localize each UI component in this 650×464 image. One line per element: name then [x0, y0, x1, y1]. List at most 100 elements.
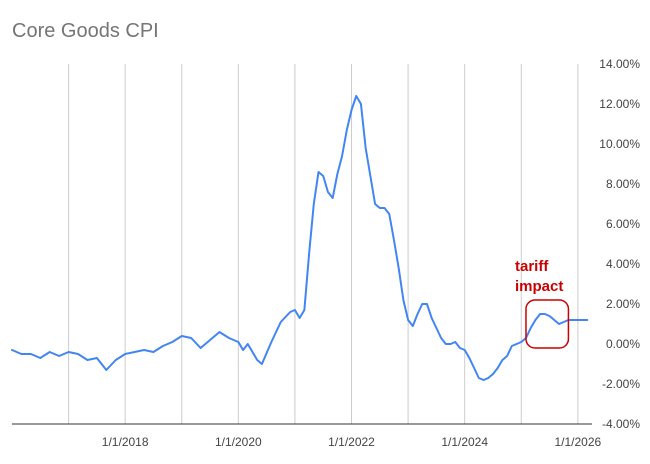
- data-point: [558, 323, 560, 325]
- data-point: [58, 355, 60, 357]
- vertical-gridlines: [68, 64, 579, 424]
- data-point: [355, 95, 357, 97]
- chart-title: Core Goods CPI: [12, 20, 159, 42]
- data-point: [171, 341, 173, 343]
- data-point: [384, 207, 386, 209]
- data-point: [308, 253, 310, 255]
- y-tick-label: 4.00%: [606, 257, 640, 271]
- data-point: [360, 103, 362, 105]
- y-tick-label: 12.00%: [599, 97, 640, 111]
- series-line: [11, 95, 589, 381]
- y-tick-label: 2.00%: [606, 297, 640, 311]
- data-point: [534, 319, 536, 321]
- data-point: [336, 173, 338, 175]
- data-point: [454, 341, 456, 343]
- data-point: [181, 335, 183, 337]
- data-point: [549, 315, 551, 317]
- data-point: [398, 267, 400, 269]
- annotation-highlight-box: [525, 299, 570, 349]
- x-axis-tick-labels: 1/1/2018 1/1/2020 1/1/2022 1/1/2024 1/1/2026: [102, 435, 602, 449]
- data-point: [327, 191, 329, 193]
- data-point: [487, 377, 489, 379]
- data-point: [247, 343, 249, 345]
- y-tick-label: 6.00%: [606, 217, 640, 231]
- annotations: tariff impact: [515, 258, 570, 349]
- data-point: [478, 377, 480, 379]
- data-point: [318, 171, 320, 173]
- data-point: [553, 319, 555, 321]
- data-point: [445, 343, 447, 345]
- data-point: [582, 319, 584, 321]
- data-point: [237, 341, 239, 343]
- data-point: [464, 349, 466, 351]
- data-point: [369, 175, 371, 177]
- data-point: [209, 339, 211, 341]
- data-point: [303, 309, 305, 311]
- data-point: [402, 299, 404, 301]
- x-tick-label: 1/1/2024: [441, 435, 488, 449]
- y-tick-label: 10.00%: [599, 137, 640, 151]
- data-point: [459, 347, 461, 349]
- data-point: [586, 319, 588, 321]
- data-point: [256, 359, 258, 361]
- data-point: [313, 203, 315, 205]
- data-point: [270, 341, 272, 343]
- data-point: [261, 363, 263, 365]
- y-tick-label: 14.00%: [599, 57, 640, 71]
- data-point: [299, 317, 301, 319]
- data-point: [105, 369, 107, 371]
- data-point: [506, 355, 508, 357]
- data-point: [346, 129, 348, 131]
- x-tick-label: 1/1/2020: [215, 435, 262, 449]
- data-point: [388, 213, 390, 215]
- data-point: [379, 207, 381, 209]
- data-point: [341, 155, 343, 157]
- data-point: [322, 175, 324, 177]
- y-axis-tick-labels: -4.00% -2.00% 0.00% 2.00% 4.00% 6.00% 8.00% 10.…: [599, 57, 640, 431]
- data-point: [374, 203, 376, 205]
- x-tick-label: 1/1/2022: [328, 435, 375, 449]
- data-point: [143, 349, 145, 351]
- data-point: [450, 343, 452, 345]
- data-point: [228, 337, 230, 339]
- y-tick-label: 0.00%: [606, 337, 640, 351]
- data-point: [190, 337, 192, 339]
- data-point: [96, 357, 98, 359]
- y-tick-label: -4.00%: [602, 417, 640, 431]
- data-point: [134, 351, 136, 353]
- data-point: [435, 327, 437, 329]
- data-point: [539, 313, 541, 315]
- data-point: [68, 351, 70, 353]
- data-point: [563, 321, 565, 323]
- data-point: [426, 303, 428, 305]
- data-point: [351, 109, 353, 111]
- data-point: [20, 353, 22, 355]
- data-point: [77, 353, 79, 355]
- data-point: [200, 347, 202, 349]
- data-point: [49, 351, 51, 353]
- data-point: [86, 359, 88, 361]
- annotation-label: tariff: [515, 258, 549, 275]
- data-point: [473, 367, 475, 369]
- data-point: [124, 353, 126, 355]
- data-point: [393, 239, 395, 241]
- y-tick-label: 8.00%: [606, 177, 640, 191]
- data-point: [520, 341, 522, 343]
- data-point: [516, 343, 518, 345]
- x-tick-label: 1/1/2026: [554, 435, 601, 449]
- x-tick-label: 1/1/2018: [102, 435, 149, 449]
- data-point: [152, 351, 154, 353]
- y-tick-label: -2.00%: [602, 377, 640, 391]
- data-point: [11, 349, 13, 351]
- data-point: [39, 357, 41, 359]
- data-point: [412, 325, 414, 327]
- data-point: [280, 321, 282, 323]
- data-point: [115, 359, 117, 361]
- data-point: [530, 327, 532, 329]
- data-point: [572, 319, 574, 321]
- data-point: [544, 313, 546, 315]
- data-point: [483, 379, 485, 381]
- data-point: [30, 353, 32, 355]
- data-point: [294, 309, 296, 311]
- data-point: [407, 319, 409, 321]
